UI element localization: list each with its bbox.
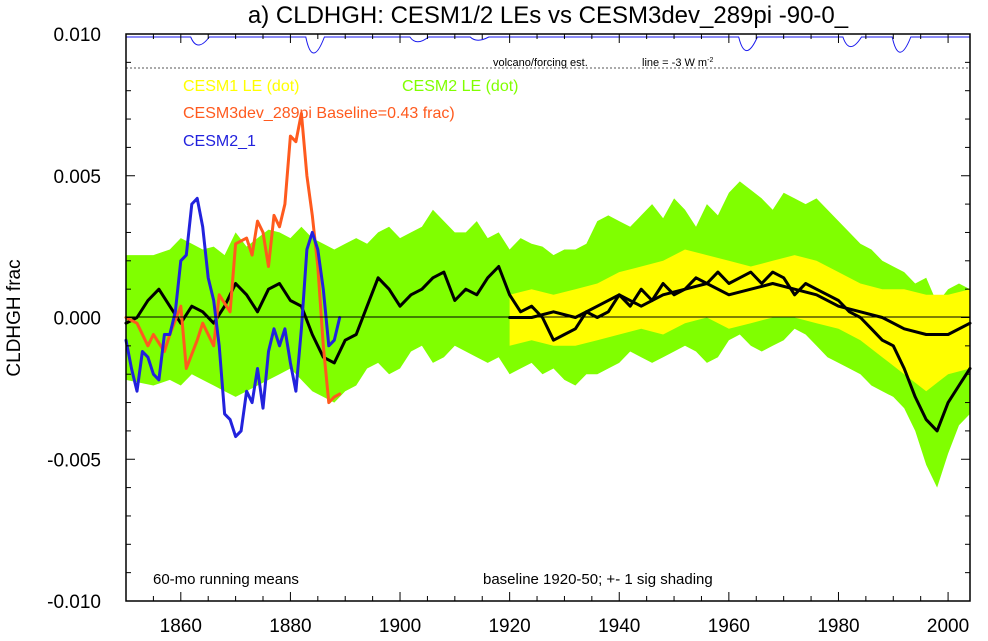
- y-tick-label: -0.005: [47, 450, 101, 471]
- legend-cesm3: CESM3dev_289pi Baseline=0.43 frac): [183, 105, 455, 122]
- cesm2-1-line: [124, 196, 342, 439]
- line-scale-annotation: line = -3 W m-2: [642, 57, 713, 69]
- data-lines: [124, 111, 972, 439]
- plot-frame: [125, 33, 971, 602]
- cesm2-mean-line: [124, 265, 972, 433]
- volcano-annotation: volcano/forcing est.: [493, 57, 588, 69]
- y-tick-label: 0.005: [53, 167, 101, 188]
- x-tick-label: 1960: [708, 616, 750, 637]
- x-tick-label: 1980: [817, 616, 859, 637]
- x-tick-label: 2000: [927, 616, 969, 637]
- legend-cesm2: CESM2 LE (dot): [402, 78, 518, 95]
- shading-bands: [126, 181, 970, 488]
- line-scale-superscript: -2: [707, 57, 713, 64]
- legend-cesm1: CESM1 LE (dot): [183, 78, 299, 95]
- baseline-note: baseline 1920-50; +- 1 sig shading: [483, 571, 713, 588]
- x-tick-label: 1880: [269, 616, 311, 637]
- x-tick-label: 1860: [160, 616, 202, 637]
- volcano-forcing-trace: [126, 36, 970, 54]
- x-tick-label: 1920: [488, 616, 530, 637]
- x-tick-label: 1900: [379, 616, 421, 637]
- cesm1-le-band: [509, 249, 970, 392]
- line-scale-text: line = -3 W m: [642, 57, 707, 69]
- y-axis-label: CLDHGH frac: [4, 259, 25, 376]
- y-tick-label: 0.010: [53, 25, 101, 46]
- volcano-forcing-line: [126, 36, 970, 54]
- legend-cesm2-1: CESM2_1: [183, 133, 256, 150]
- y-tick-label: -0.010: [47, 592, 101, 613]
- cesm1-mean-line: [508, 282, 972, 336]
- chart-title: a) CLDHGH: CESM1/2 LEs vs CESM3dev_289pi…: [248, 2, 849, 29]
- y-tick-label: 0.000: [53, 309, 101, 330]
- running-means-note: 60-mo running means: [153, 571, 299, 588]
- x-tick-label: 1940: [598, 616, 640, 637]
